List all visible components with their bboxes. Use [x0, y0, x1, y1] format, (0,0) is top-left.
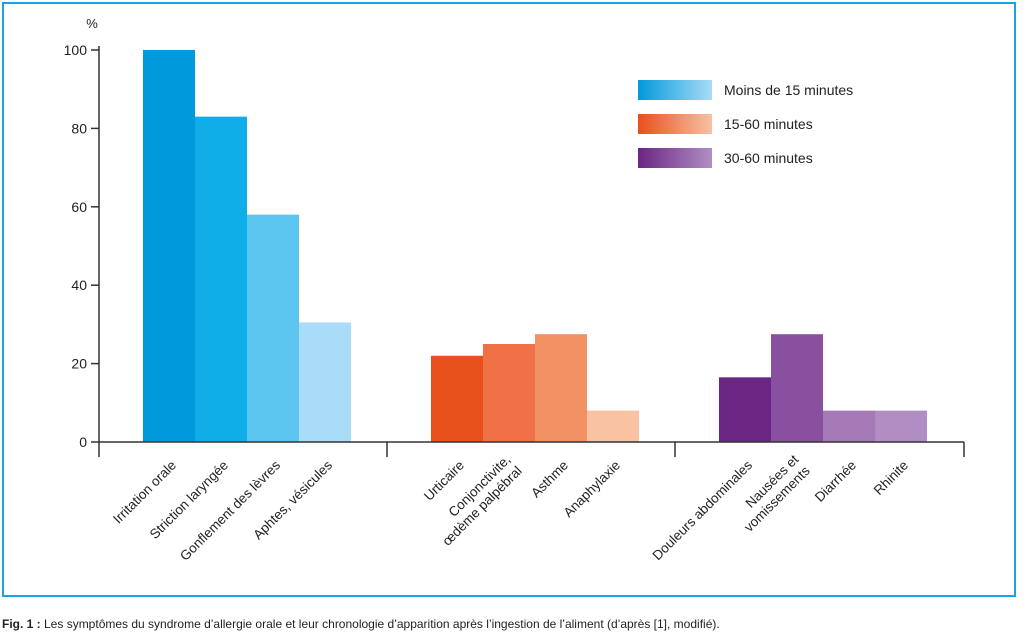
legend-label: Moins de 15 minutes	[724, 82, 853, 98]
bar	[431, 355, 483, 442]
caption-text: Les symptômes du syndrome d’allergie ora…	[40, 617, 720, 631]
bar	[875, 410, 927, 442]
bar	[587, 410, 639, 442]
bar	[771, 334, 823, 442]
x-tick-label: Gonflement des lèvres	[177, 457, 283, 563]
legend-swatch	[638, 80, 712, 100]
figure-frame	[2, 2, 1016, 597]
bar	[299, 322, 351, 442]
y-tick-label: 60	[71, 199, 87, 215]
legend-label: 15-60 minutes	[724, 116, 813, 132]
x-tick-label: Diarrhée	[812, 458, 859, 505]
x-tick-label: Asthme	[528, 458, 571, 501]
y-tick-label: 20	[71, 356, 87, 372]
x-tick-label: Rhinite	[871, 458, 911, 498]
bar	[483, 344, 535, 442]
bar	[719, 377, 771, 442]
bar	[247, 214, 299, 442]
x-tick-label: Conjonctivite,œdème palpébral	[428, 452, 525, 549]
legend-label: 30-60 minutes	[724, 150, 813, 166]
legend-swatch	[638, 148, 712, 168]
bar	[535, 334, 587, 442]
x-tick-label: Douleurs abdominales	[650, 457, 756, 563]
bar	[195, 116, 247, 442]
legend-swatch	[638, 114, 712, 134]
bar	[823, 410, 875, 442]
y-tick-label: 100	[64, 42, 88, 58]
y-axis-label: %	[86, 16, 98, 31]
y-tick-label: 80	[71, 120, 87, 136]
caption-prefix: Fig. 1 :	[2, 617, 41, 631]
y-tick-label: 0	[79, 434, 87, 450]
figure-caption: Fig. 1 : Les symptômes du syndrome d’all…	[2, 617, 720, 631]
y-tick-label: 40	[71, 277, 87, 293]
bar	[143, 50, 195, 442]
